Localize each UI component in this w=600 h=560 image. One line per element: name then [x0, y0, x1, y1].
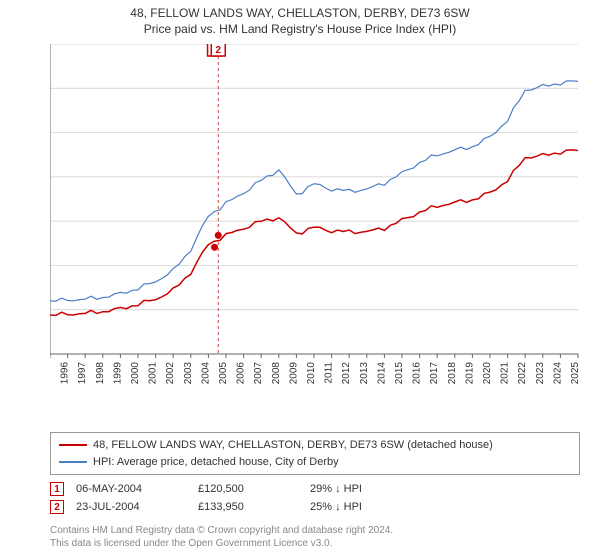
dp-pct-0: 29% ↓ HPI — [310, 483, 430, 495]
svg-text:2015: 2015 — [394, 362, 405, 385]
svg-text:2011: 2011 — [324, 362, 335, 384]
svg-text:2022: 2022 — [517, 362, 528, 385]
chart-svg: £0£50K£100K£150K£200K£250K£300K£350K1995… — [50, 44, 580, 398]
svg-text:2002: 2002 — [165, 362, 176, 385]
dp-date-1: 23-JUL-2004 — [76, 501, 186, 513]
dp-marker-0: 1 — [50, 482, 64, 496]
svg-text:2000: 2000 — [130, 362, 141, 385]
svg-text:2018: 2018 — [447, 362, 458, 385]
svg-text:2021: 2021 — [500, 362, 511, 385]
svg-text:2024: 2024 — [552, 362, 563, 385]
title-block: 48, FELLOW LANDS WAY, CHELLASTON, DERBY,… — [0, 0, 600, 37]
dp-marker-1: 2 — [50, 500, 64, 514]
legend-row-0: 48, FELLOW LANDS WAY, CHELLASTON, DERBY,… — [59, 437, 571, 454]
data-points-table: 1 06-MAY-2004 £120,500 29% ↓ HPI 2 23-JU… — [50, 478, 580, 518]
dp-row-1: 2 23-JUL-2004 £133,950 25% ↓ HPI — [50, 500, 580, 514]
chart-area: £0£50K£100K£150K£200K£250K£300K£350K1995… — [50, 44, 580, 398]
svg-text:1996: 1996 — [60, 362, 71, 385]
svg-text:2012: 2012 — [341, 362, 352, 385]
svg-text:2010: 2010 — [306, 362, 317, 385]
legend-label-1: HPI: Average price, detached house, City… — [93, 454, 339, 471]
legend-box: 48, FELLOW LANDS WAY, CHELLASTON, DERBY,… — [50, 432, 580, 475]
svg-text:2014: 2014 — [376, 362, 387, 385]
svg-text:2: 2 — [215, 45, 221, 56]
svg-text:2007: 2007 — [253, 362, 264, 385]
legend-swatch-0 — [59, 444, 87, 446]
svg-text:1995: 1995 — [50, 362, 53, 385]
svg-text:2009: 2009 — [288, 362, 299, 385]
dp-row-0: 1 06-MAY-2004 £120,500 29% ↓ HPI — [50, 482, 580, 496]
title-line1: 48, FELLOW LANDS WAY, CHELLASTON, DERBY,… — [0, 6, 600, 22]
footer-line1: Contains HM Land Registry data © Crown c… — [50, 524, 580, 537]
svg-text:2008: 2008 — [271, 362, 282, 385]
svg-text:2016: 2016 — [412, 362, 423, 385]
footer-line2: This data is licensed under the Open Gov… — [50, 537, 580, 550]
dp-pct-1: 25% ↓ HPI — [310, 501, 430, 513]
dp-price-1: £133,950 — [198, 501, 298, 513]
svg-text:1998: 1998 — [95, 362, 106, 385]
svg-text:2004: 2004 — [200, 362, 211, 385]
svg-text:2013: 2013 — [359, 362, 370, 385]
svg-text:2023: 2023 — [535, 362, 546, 385]
svg-text:2025: 2025 — [570, 362, 580, 385]
svg-text:2017: 2017 — [429, 362, 440, 385]
legend-label-0: 48, FELLOW LANDS WAY, CHELLASTON, DERBY,… — [93, 437, 493, 454]
legend-row-1: HPI: Average price, detached house, City… — [59, 454, 571, 471]
dp-date-0: 06-MAY-2004 — [76, 483, 186, 495]
svg-text:2005: 2005 — [218, 362, 229, 385]
legend-swatch-1 — [59, 461, 87, 463]
chart-container: 48, FELLOW LANDS WAY, CHELLASTON, DERBY,… — [0, 0, 600, 560]
svg-text:1999: 1999 — [112, 362, 123, 385]
dp-price-0: £120,500 — [198, 483, 298, 495]
title-line2: Price paid vs. HM Land Registry's House … — [0, 22, 600, 38]
svg-text:1997: 1997 — [77, 362, 88, 385]
svg-text:2001: 2001 — [148, 362, 159, 385]
footer-note: Contains HM Land Registry data © Crown c… — [50, 524, 580, 550]
svg-text:2003: 2003 — [183, 362, 194, 385]
svg-text:2019: 2019 — [464, 362, 475, 385]
svg-text:2020: 2020 — [482, 362, 493, 385]
svg-text:2006: 2006 — [236, 362, 247, 385]
